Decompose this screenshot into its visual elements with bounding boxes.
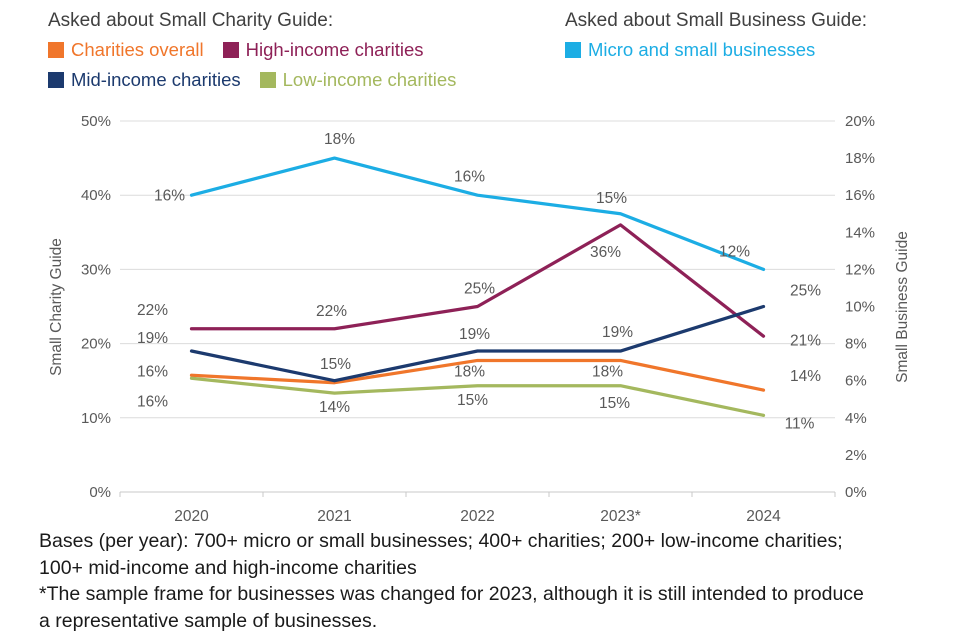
legend-swatch-charities-overall-icon bbox=[48, 42, 64, 58]
legend-swatch-low-income-icon bbox=[259, 72, 276, 88]
legend-row: Charities overall High-income charities bbox=[48, 37, 456, 63]
y-axis-tick-label-right: 18% bbox=[845, 150, 875, 167]
y-axis-tick-label-right: 0% bbox=[845, 484, 867, 501]
y-axis-tick-label-right: 4% bbox=[845, 410, 867, 427]
data-label-mid-income-charities: 19% bbox=[602, 324, 633, 341]
y-axis-title-right: Small Business Guide bbox=[894, 231, 911, 383]
data-label-high-income-charities: 21% bbox=[790, 332, 821, 349]
series-line-mid-income-charities bbox=[189, 304, 766, 383]
legend-row: Micro and small businesses bbox=[565, 37, 867, 63]
legend-charity-title: Asked about Small Charity Guide: bbox=[48, 10, 334, 31]
data-label-charities-overall: 18% bbox=[454, 364, 485, 381]
y-axis-tick-label-right: 6% bbox=[845, 373, 867, 390]
data-label-mid-income-charities: 25% bbox=[790, 283, 821, 300]
data-label-charities-overall: 16% bbox=[137, 363, 168, 380]
y-axis-tick-label-right: 12% bbox=[845, 261, 875, 278]
data-label-charities-overall: 14% bbox=[790, 368, 821, 385]
data-label-low-income-charities: 16% bbox=[137, 393, 168, 410]
footnote-sample-frame: *The sample frame for businesses was cha… bbox=[39, 583, 864, 605]
legend-swatch-mid-income-icon bbox=[48, 72, 64, 88]
data-label-micro-and-small-businesses: 12% bbox=[719, 243, 750, 260]
legend-item-high-income-charities: High-income charities bbox=[222, 39, 424, 61]
y-axis-tick-label-right: 2% bbox=[845, 447, 867, 464]
series-line-high-income-charities bbox=[189, 223, 766, 338]
data-label-high-income-charities: 22% bbox=[316, 303, 347, 320]
data-label-charities-overall: 18% bbox=[592, 364, 623, 381]
footnote-sample-frame-cont: a representative sample of businesses. bbox=[39, 609, 378, 632]
y-axis-tick-label-right: 14% bbox=[845, 224, 875, 241]
data-label-high-income-charities: 25% bbox=[464, 281, 495, 298]
data-label-mid-income-charities: 19% bbox=[137, 330, 168, 347]
data-label-low-income-charities: 14% bbox=[319, 399, 350, 416]
y-axis-tick-label-left: 20% bbox=[81, 336, 111, 353]
data-label-micro-and-small-businesses: 16% bbox=[154, 187, 185, 204]
legend-item-charities-overall: Charities overall bbox=[48, 39, 204, 61]
data-label-micro-and-small-businesses: 16% bbox=[454, 168, 485, 185]
x-axis-tick-label: 2020 bbox=[174, 508, 209, 525]
y-axis-tick-label-left: 40% bbox=[81, 187, 111, 204]
legend-item-low-income-charities: Low-income charities bbox=[259, 69, 457, 91]
y-axis-tick-label-left: 50% bbox=[81, 113, 111, 130]
footnote-bases: Bases (per year): 700+ micro or small bu… bbox=[39, 530, 843, 552]
x-axis-tick-label: 2021 bbox=[317, 508, 351, 525]
legend-swatch-micro-small-icon bbox=[565, 42, 581, 58]
data-label-low-income-charities: 15% bbox=[457, 392, 488, 409]
x-axis-tick-label: 2024 bbox=[746, 508, 781, 525]
footnote-bases-cont: 100+ mid-income and high-income charitie… bbox=[39, 556, 417, 579]
y-axis-title-left: Small Charity Guide bbox=[48, 238, 65, 376]
series-line-micro-and-small-businesses bbox=[189, 156, 766, 272]
data-label-low-income-charities: 15% bbox=[599, 395, 630, 412]
y-axis-tick-label-right: 20% bbox=[845, 113, 875, 130]
legend-label-micro-small: Micro and small businesses bbox=[588, 39, 816, 60]
y-axis-tick-label-right: 10% bbox=[845, 298, 875, 315]
data-label-mid-income-charities: 15% bbox=[320, 356, 351, 373]
data-label-mid-income-charities: 19% bbox=[459, 326, 490, 343]
data-label-low-income-charities: 11% bbox=[785, 415, 815, 432]
y-axis-tick-label-left: 30% bbox=[81, 261, 111, 278]
y-axis-tick-label-right: 8% bbox=[845, 336, 867, 353]
data-label-micro-and-small-businesses: 18% bbox=[324, 131, 355, 148]
data-label-micro-and-small-businesses: 15% bbox=[596, 190, 627, 207]
legend-label-mid-income: Mid-income charities bbox=[71, 69, 241, 90]
x-axis-tick-label: 2023* bbox=[600, 508, 641, 525]
data-label-high-income-charities: 36% bbox=[590, 244, 621, 261]
legend-item-mid-income-charities: Mid-income charities bbox=[48, 69, 241, 91]
y-axis-tick-label-right: 16% bbox=[845, 187, 875, 204]
y-axis-tick-label-left: 10% bbox=[81, 410, 111, 427]
legend-label-high-income: High-income charities bbox=[245, 39, 424, 60]
legend-item-micro-small-businesses: Micro and small businesses bbox=[565, 39, 815, 61]
legend-business-guide: Asked about Small Business Guide: Micro … bbox=[565, 9, 867, 67]
legend-swatch-high-income-icon bbox=[222, 42, 239, 58]
y-axis-tick-label-left: 0% bbox=[89, 484, 111, 501]
data-label-high-income-charities: 22% bbox=[137, 302, 168, 319]
legend-label-charities-overall: Charities overall bbox=[71, 39, 204, 60]
series-line-low-income-charities bbox=[189, 376, 766, 418]
legend-row: Mid-income charities Low-income charitie… bbox=[48, 67, 456, 93]
legend-label-low-income: Low-income charities bbox=[282, 69, 457, 90]
footnotes: Bases (per year): 700+ micro or small bu… bbox=[39, 528, 954, 634]
series-line-charities-overall bbox=[189, 358, 766, 392]
legend-business-title: Asked about Small Business Guide: bbox=[565, 10, 868, 31]
x-axis-tick-label: 2022 bbox=[460, 508, 494, 525]
legend-charity-guide: Asked about Small Charity Guide: Chariti… bbox=[48, 9, 456, 97]
